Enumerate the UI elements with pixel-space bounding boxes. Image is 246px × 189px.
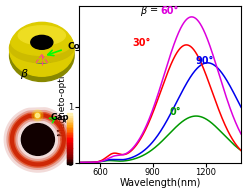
Y-axis label: Magneto-optical signal: Magneto-optical signal xyxy=(58,33,66,136)
Ellipse shape xyxy=(31,35,53,49)
Text: 0°: 0° xyxy=(170,108,181,118)
Text: $\beta$: $\beta$ xyxy=(20,67,29,81)
Ellipse shape xyxy=(10,22,74,76)
Text: 90°: 90° xyxy=(196,56,214,66)
Text: Min: Min xyxy=(66,166,73,170)
Ellipse shape xyxy=(10,32,74,63)
Ellipse shape xyxy=(34,48,43,54)
Ellipse shape xyxy=(30,41,54,57)
Text: 30°: 30° xyxy=(132,38,151,48)
Ellipse shape xyxy=(10,29,74,81)
Text: Gap: Gap xyxy=(50,113,69,122)
Text: $\beta$: $\beta$ xyxy=(140,4,148,18)
Text: Co: Co xyxy=(67,42,80,51)
Text: (c): (c) xyxy=(6,103,15,109)
Ellipse shape xyxy=(18,26,65,45)
X-axis label: Wavelength(nm): Wavelength(nm) xyxy=(119,178,200,188)
Text: =: = xyxy=(150,5,158,15)
Ellipse shape xyxy=(25,36,59,62)
Ellipse shape xyxy=(24,27,60,40)
Ellipse shape xyxy=(11,29,73,55)
Ellipse shape xyxy=(21,124,54,155)
Ellipse shape xyxy=(27,46,57,63)
Text: Max: Max xyxy=(65,108,74,112)
Text: 60°: 60° xyxy=(160,5,178,15)
